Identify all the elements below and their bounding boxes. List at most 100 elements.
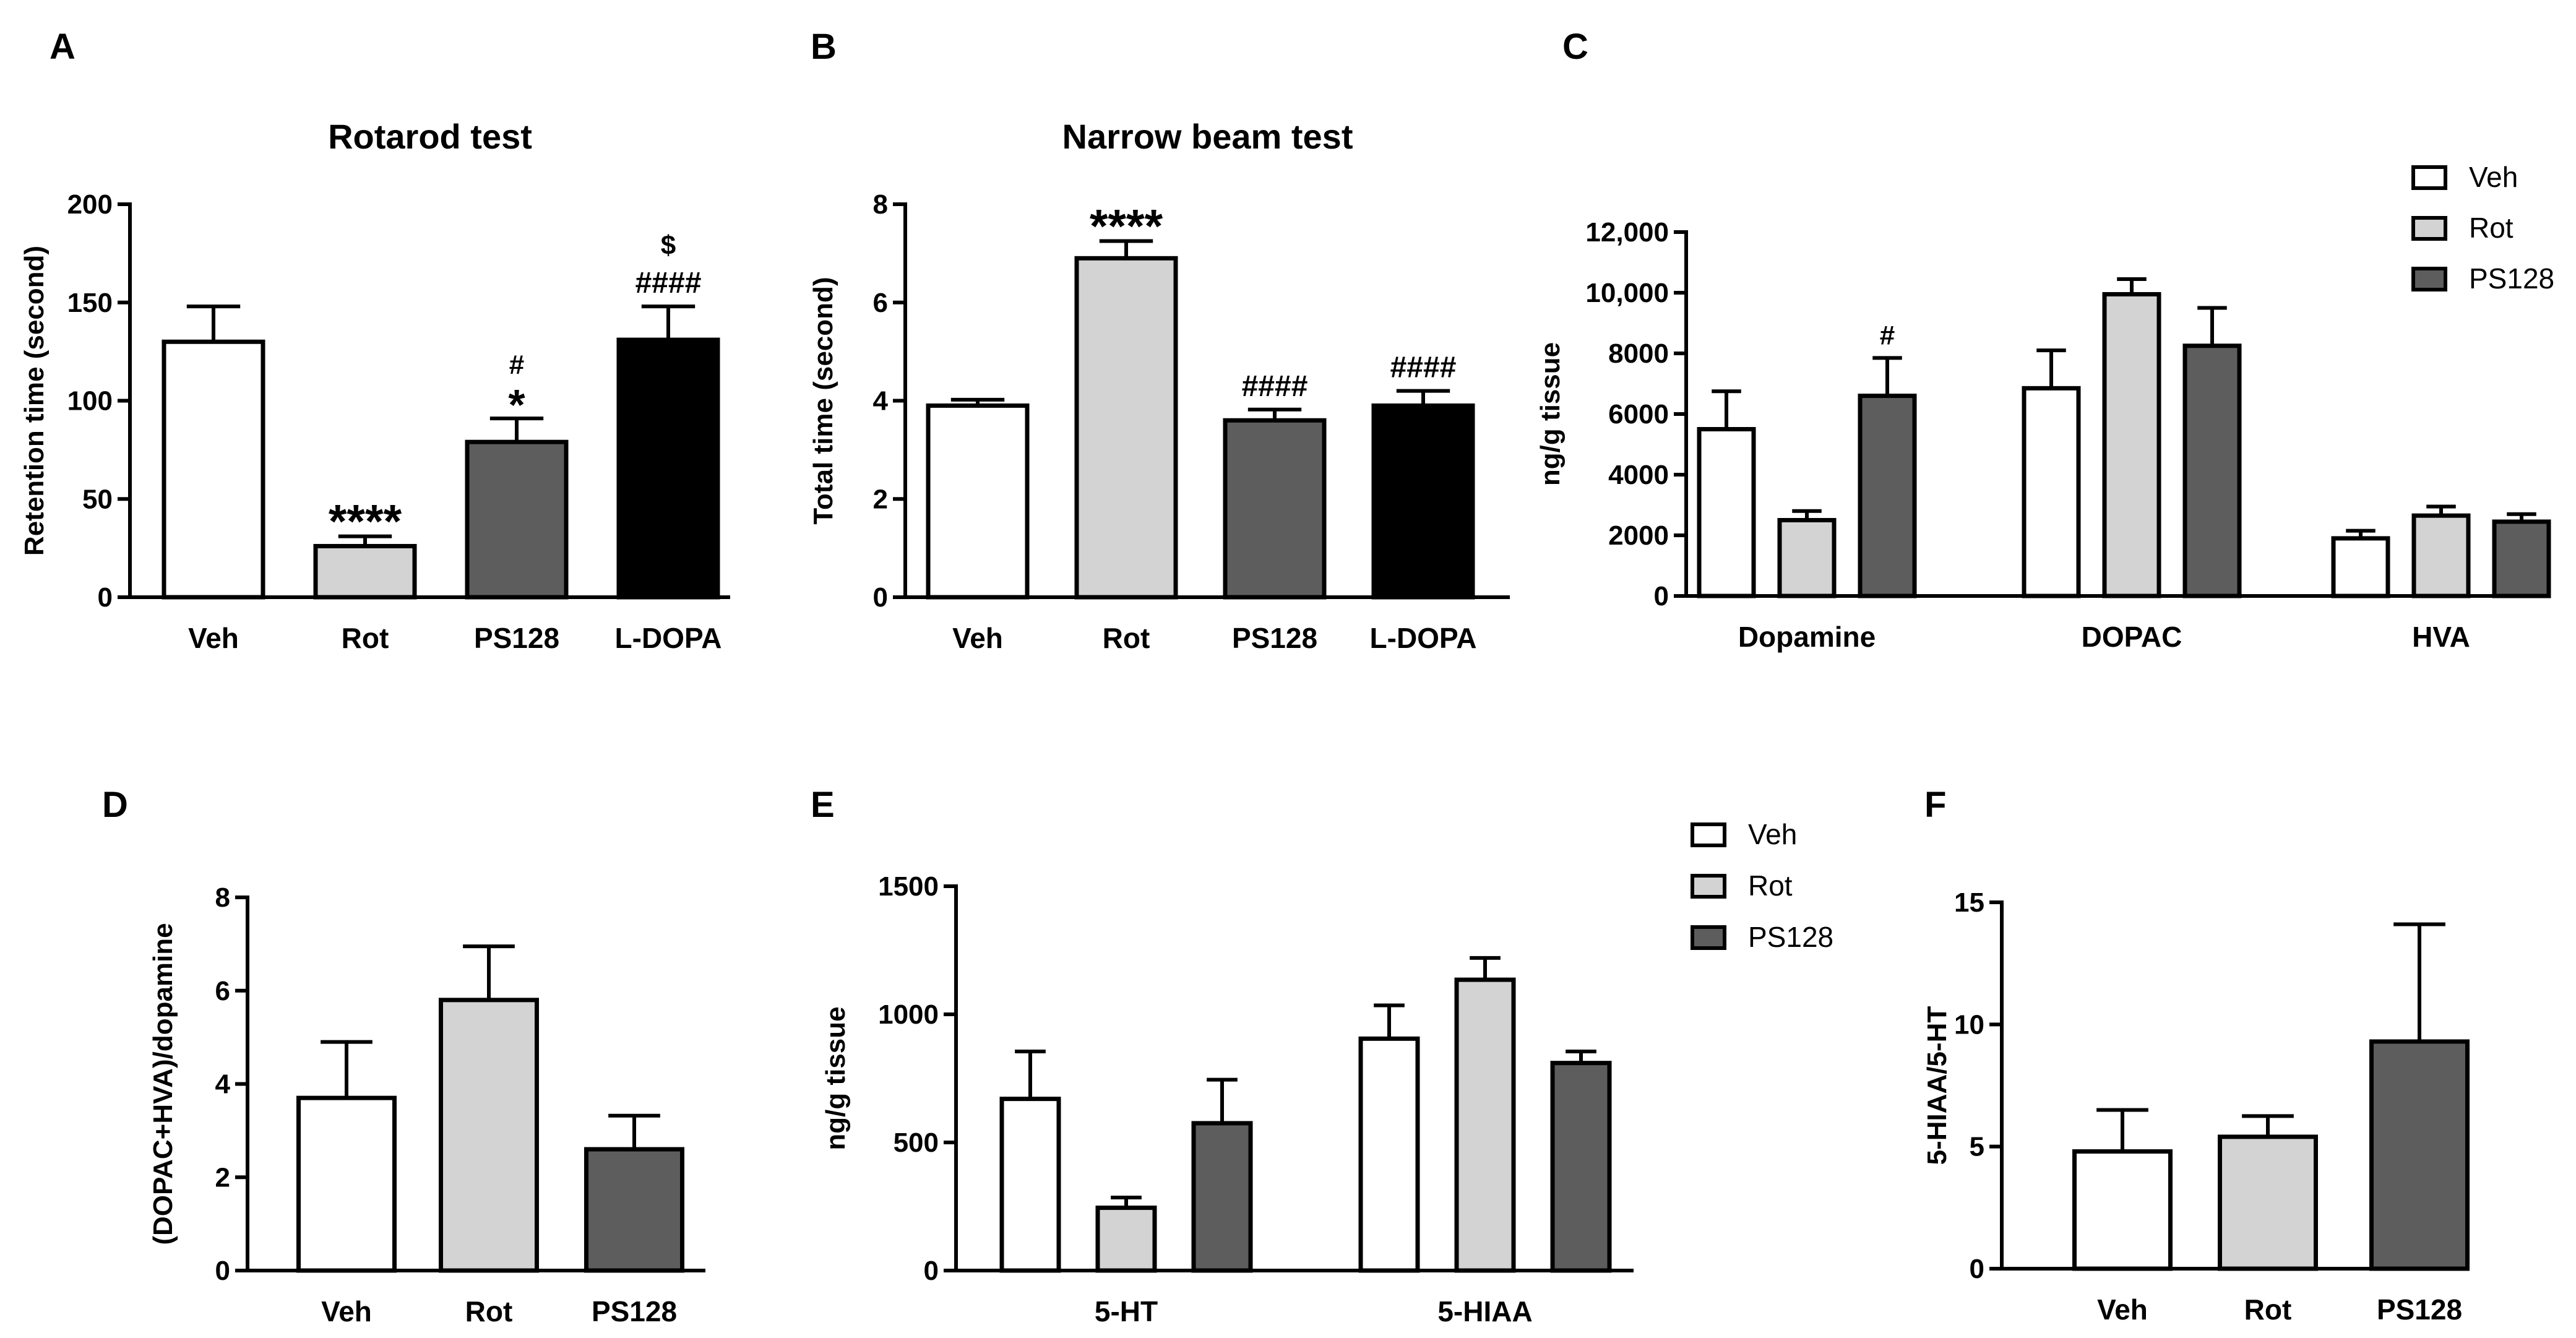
panel-e: Eng/g tissue 0 500 1000 1500 5-HT 5-HIAA Veh Rot…: [811, 785, 1833, 1327]
bar: [616, 337, 720, 600]
bar: [584, 1147, 684, 1273]
panel-f: F 5-HIAA/5-HT 0 5 10 15 Veh Rot PS128: [1922, 785, 2470, 1326]
bar: [1550, 1061, 1612, 1273]
y-tick-label: 0: [1970, 1254, 1984, 1284]
panel-letter-e: E: [811, 785, 835, 825]
x-tick-label: Rot: [465, 1295, 513, 1327]
y-axis-label: ng/g tissue: [821, 1006, 851, 1150]
bar: [465, 439, 569, 600]
panel-letter-c: C: [1562, 27, 1588, 67]
x-tick-label: Dopamine: [1738, 621, 1876, 653]
legend-label: PS128: [1748, 921, 1833, 953]
y-tick-label: 5: [1970, 1132, 1984, 1162]
bar: [2492, 519, 2551, 598]
y-tick-label: 50: [82, 484, 113, 514]
y-tick-label: 0: [924, 1256, 939, 1286]
legend-label: Rot: [1748, 870, 1793, 902]
bar: [2218, 1134, 2318, 1271]
y-tick-label: 2: [873, 484, 888, 514]
y-tick-label: 8000: [1608, 339, 1669, 369]
y-tick-label: 1500: [878, 871, 939, 902]
significance-marker: #: [509, 350, 524, 380]
y-axis-label: (DOPAC+HVA)/dopamine: [148, 923, 178, 1245]
y-axis-label: Total time (second): [808, 277, 838, 524]
legend-label: Veh: [2469, 161, 2518, 193]
bar: [1358, 1036, 1420, 1273]
y-tick-label: 6000: [1608, 399, 1669, 429]
panel-c: Cng/g tissue 0 2000 4000 6000 8000 10,000 12,00…: [1535, 27, 2554, 653]
legend-label: PS128: [2469, 262, 2554, 295]
x-tick-label: 5-HT: [1095, 1295, 1158, 1327]
x-tick-label: Veh: [321, 1295, 372, 1327]
y-tick-label: 0: [98, 582, 113, 613]
legend-swatch: [1691, 874, 1726, 899]
panel-letter-d: D: [102, 785, 128, 825]
significance-marker: #: [1880, 320, 1895, 350]
bar: [296, 1095, 397, 1273]
significance-marker: ####: [635, 267, 702, 300]
panel-d: D (DOPAC+HVA)/dopamine 0 2 4 6 8 Veh Rot PS128: [102, 785, 705, 1327]
x-tick-label: Rot: [342, 622, 389, 654]
x-tick-label: L-DOPA: [615, 622, 722, 654]
y-tick-label: 8: [215, 883, 230, 913]
x-tick-label: Veh: [952, 622, 1003, 654]
y-tick-label: 8: [873, 189, 888, 220]
x-tick-label: PS128: [2377, 1293, 2462, 1326]
y-tick-label: 6: [215, 976, 230, 1006]
y-tick-label: 10,000: [1585, 278, 1669, 308]
y-tick-label: 4: [215, 1069, 231, 1100]
y-tick-label: 0: [873, 582, 888, 613]
bar: [1191, 1121, 1253, 1273]
bar: [999, 1097, 1061, 1273]
legend-swatch: [2411, 165, 2447, 190]
bar: [1223, 418, 1327, 600]
bar: [1371, 403, 1475, 600]
x-tick-label: Veh: [188, 622, 239, 654]
legend-label: Veh: [1748, 818, 1797, 850]
chart-title: Rotarod test: [328, 117, 532, 156]
bar: [926, 403, 1030, 600]
bar: [1095, 1206, 1157, 1273]
y-tick-label: 500: [894, 1128, 939, 1158]
x-tick-label: HVA: [2412, 621, 2470, 653]
panel-letter-f: F: [1924, 785, 1946, 825]
bar: [2072, 1149, 2173, 1271]
y-axis-label: ng/g tissue: [1535, 342, 1566, 486]
y-tick-label: 15: [1954, 887, 1984, 918]
x-tick-label: Rot: [1103, 622, 1150, 654]
bar: [2182, 343, 2242, 598]
legend-label: Rot: [2469, 212, 2514, 244]
x-tick-label: DOPAC: [2082, 621, 2182, 653]
x-tick-label: Rot: [2244, 1293, 2292, 1326]
y-tick-label: 10: [1954, 1009, 1984, 1040]
significance-marker: ****: [329, 496, 402, 548]
y-tick-label: 200: [67, 189, 113, 220]
bar: [2369, 1039, 2470, 1271]
panel-letter-b: B: [811, 27, 837, 67]
significance-marker: ####: [1242, 370, 1308, 403]
bar: [162, 339, 265, 600]
x-tick-label: PS128: [474, 622, 559, 654]
bar: [1074, 256, 1178, 600]
x-tick-label: 5-HIAA: [1437, 1295, 1532, 1327]
bar: [2022, 386, 2081, 598]
chart-title: Narrow beam test: [1062, 117, 1353, 156]
y-tick-label: 2: [215, 1162, 230, 1193]
panel-b: B Narrow beam test Total time (second) 0 2 4 6…: [808, 27, 1510, 654]
panel-letter-a: A: [50, 27, 75, 67]
legend-swatch: [1691, 925, 1726, 950]
bar: [313, 543, 417, 600]
significance-marker: ****: [1090, 201, 1163, 253]
bar: [2331, 536, 2390, 598]
y-tick-label: 2000: [1608, 520, 1669, 551]
y-tick-label: 0: [1654, 581, 1669, 611]
significance-marker: *: [508, 381, 525, 429]
legend-swatch: [2411, 216, 2447, 241]
x-tick-label: PS128: [1232, 622, 1317, 654]
y-tick-label: 1000: [878, 999, 939, 1030]
y-tick-label: 6: [873, 288, 888, 318]
bar: [1697, 427, 1756, 598]
legend-swatch: [2411, 267, 2447, 291]
bar: [1777, 518, 1837, 598]
x-tick-label: PS128: [592, 1295, 677, 1327]
